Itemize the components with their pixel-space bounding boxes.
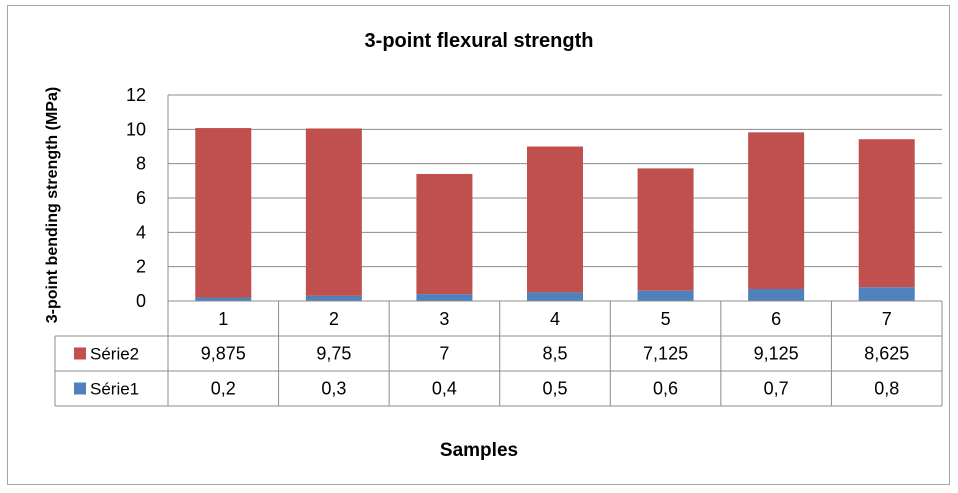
data-label: 7 <box>439 344 449 364</box>
data-label: 0,6 <box>653 379 678 399</box>
x-tick-label: 5 <box>661 309 671 329</box>
x-tick-label: 4 <box>550 309 560 329</box>
bar-serie2 <box>305 128 362 296</box>
y-tick-label: 4 <box>136 222 146 242</box>
data-label: 9,75 <box>316 344 351 364</box>
data-label: 9,125 <box>754 344 799 364</box>
x-tick-label: 7 <box>882 309 892 329</box>
bar-serie2 <box>637 168 694 291</box>
data-label: 0,4 <box>432 379 457 399</box>
x-tick-label: 2 <box>329 309 339 329</box>
data-label: 7,125 <box>643 344 688 364</box>
data-label: 0,8 <box>874 379 899 399</box>
bar-serie1 <box>748 288 805 301</box>
bar-serie1 <box>858 287 915 301</box>
bar-serie1 <box>305 295 362 301</box>
bar-serie2 <box>195 128 252 298</box>
y-tick-label: 12 <box>126 85 146 105</box>
data-label: 0,7 <box>764 379 789 399</box>
data-label: 8,5 <box>542 344 567 364</box>
chart-title: 3-point flexural strength <box>364 30 594 52</box>
legend-label: Série1 <box>90 380 139 399</box>
x-axis-label: Samples <box>439 440 519 461</box>
y-tick-label: 8 <box>136 154 146 174</box>
bar-serie2 <box>416 173 473 295</box>
bar-serie1 <box>527 292 583 301</box>
y-tick-label: 6 <box>136 188 146 208</box>
bar-serie2 <box>858 139 915 288</box>
data-label: 0,5 <box>542 379 567 399</box>
y-tick-label: 0 <box>136 291 146 311</box>
bar-serie1 <box>416 294 473 301</box>
x-tick-label: 1 <box>218 309 228 329</box>
bar-serie2 <box>527 146 583 293</box>
data-label: 9,875 <box>201 344 246 364</box>
legend-swatch <box>74 382 86 395</box>
legend-label: Série2 <box>90 345 139 364</box>
y-tick-label: 2 <box>136 257 146 277</box>
bar-serie1 <box>195 297 252 301</box>
data-label: 0,2 <box>211 379 236 399</box>
bar-serie1 <box>637 290 694 301</box>
y-tick-label: 10 <box>126 119 146 139</box>
x-tick-label: 6 <box>771 309 781 329</box>
data-label: 8,625 <box>864 344 909 364</box>
data-label: 0,3 <box>321 379 346 399</box>
x-tick-label: 3 <box>439 309 449 329</box>
bar-serie2 <box>748 132 805 289</box>
legend-swatch <box>74 347 86 360</box>
